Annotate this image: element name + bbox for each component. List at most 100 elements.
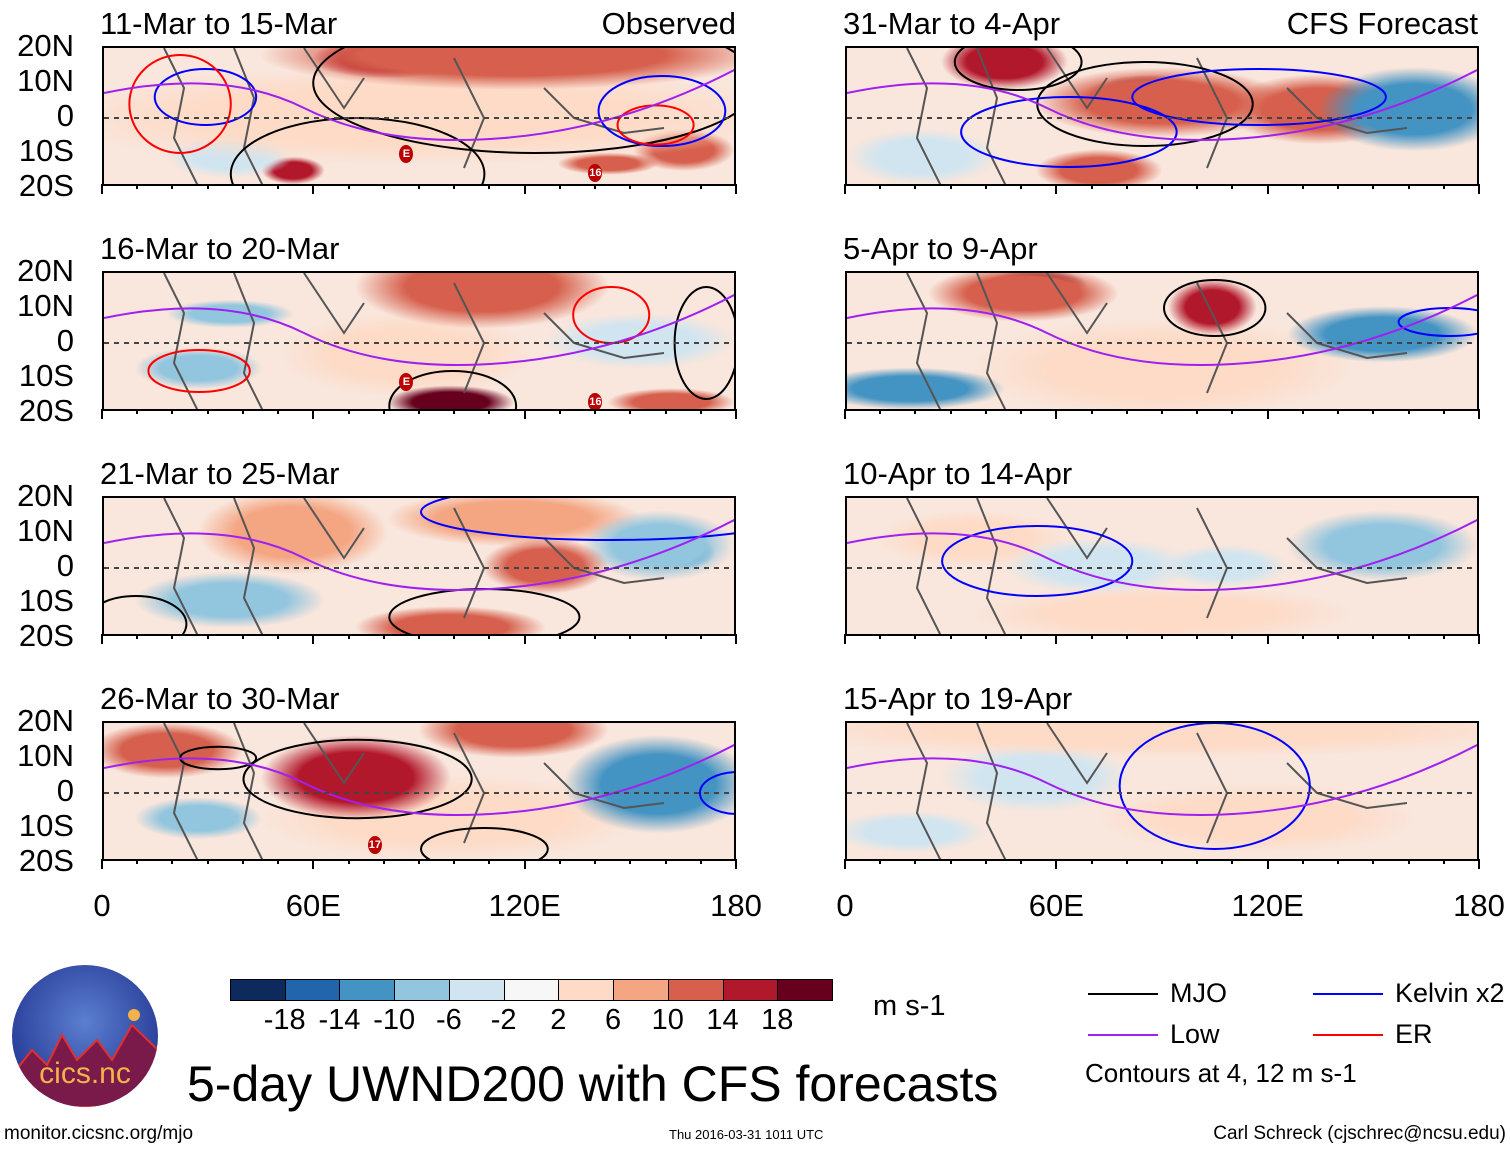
tick-mark bbox=[1231, 409, 1234, 414]
tick-mark bbox=[699, 634, 702, 639]
tick-mark bbox=[664, 859, 667, 864]
contour bbox=[1163, 279, 1267, 337]
tick-mark bbox=[453, 634, 456, 639]
coastline bbox=[163, 723, 665, 859]
storm-marker: 16 bbox=[588, 164, 603, 183]
tick-mark bbox=[241, 409, 244, 414]
colorbar-swatch bbox=[394, 979, 450, 1001]
panel-title: 10-Apr to 14-Apr bbox=[843, 456, 1073, 491]
tick-mark bbox=[1266, 409, 1269, 419]
contour-low bbox=[104, 68, 734, 141]
lat-tick-label: 20S bbox=[18, 618, 74, 653]
tick-mark bbox=[664, 409, 667, 414]
tick-mark bbox=[136, 634, 139, 639]
tick-mark bbox=[488, 859, 491, 864]
tick-mark bbox=[1090, 409, 1093, 414]
tick-mark bbox=[1337, 409, 1340, 414]
tick-mark bbox=[523, 634, 526, 644]
tick-mark bbox=[914, 634, 917, 639]
tick-mark bbox=[1337, 859, 1340, 864]
source-url[interactable]: monitor.cicsnc.org/mjo bbox=[4, 1123, 194, 1144]
column-label-right: CFS Forecast bbox=[1286, 6, 1478, 41]
tick-mark bbox=[1407, 409, 1410, 414]
colorbar-label: 6 bbox=[605, 1004, 622, 1036]
tick-mark bbox=[984, 634, 987, 639]
tick-mark bbox=[1301, 184, 1304, 189]
tick-mark bbox=[699, 859, 702, 864]
tick-mark bbox=[523, 184, 526, 194]
colorbar-swatch bbox=[503, 979, 560, 1001]
lat-tick-label: 20N bbox=[17, 703, 74, 738]
contour bbox=[388, 588, 581, 634]
tick-mark bbox=[382, 409, 385, 414]
tick-mark bbox=[629, 859, 632, 864]
tick-mark bbox=[1442, 634, 1445, 639]
tick-mark bbox=[844, 409, 846, 419]
tick-mark bbox=[312, 859, 315, 869]
coastline bbox=[906, 273, 1408, 409]
tick-mark bbox=[879, 634, 882, 639]
panel-title: 15-Apr to 19-Apr bbox=[843, 681, 1073, 716]
tick-mark bbox=[984, 184, 987, 189]
tick-mark bbox=[1301, 634, 1304, 639]
tick-mark bbox=[418, 409, 420, 414]
panel-title: 31-Mar to 4-Apr bbox=[843, 6, 1061, 41]
tick-mark bbox=[418, 184, 420, 189]
tick-mark bbox=[101, 634, 103, 644]
tick-mark bbox=[277, 859, 280, 864]
legend-label: Low bbox=[1170, 1019, 1220, 1049]
contour bbox=[960, 96, 1178, 168]
tick-mark bbox=[136, 859, 139, 864]
storm-marker: E bbox=[399, 145, 414, 164]
lon-tick-label: 120E bbox=[488, 888, 561, 923]
tick-mark bbox=[1090, 634, 1093, 639]
contour bbox=[616, 104, 695, 146]
legend-label: MJO bbox=[1170, 978, 1227, 1008]
tick-mark bbox=[101, 184, 103, 194]
legend-line bbox=[1088, 1034, 1158, 1036]
tick-mark bbox=[1020, 184, 1023, 189]
tick-mark bbox=[984, 859, 987, 864]
tick-mark bbox=[1090, 859, 1093, 864]
tick-mark bbox=[1266, 184, 1269, 194]
tick-mark bbox=[241, 634, 244, 639]
tick-mark bbox=[312, 184, 315, 194]
tick-mark bbox=[699, 184, 702, 189]
legend-label: ER bbox=[1395, 1019, 1433, 1049]
tick-mark bbox=[453, 184, 456, 189]
tick-mark bbox=[277, 409, 280, 414]
tick-mark bbox=[1478, 409, 1480, 419]
tick-mark bbox=[488, 634, 491, 639]
tick-mark bbox=[1196, 634, 1199, 639]
lon-tick-label: 180 bbox=[710, 888, 762, 923]
tick-mark bbox=[1125, 184, 1128, 189]
tick-mark bbox=[523, 859, 526, 869]
lat-tick-label: 20S bbox=[18, 843, 74, 878]
lat-tick-label: 10N bbox=[17, 513, 74, 548]
lat-tick-label: 20S bbox=[18, 393, 74, 428]
tick-mark bbox=[1020, 409, 1023, 414]
tick-mark bbox=[101, 409, 103, 419]
contour-low bbox=[104, 518, 734, 591]
colorbar-swatch bbox=[339, 979, 396, 1001]
tick-mark bbox=[206, 859, 209, 864]
contour bbox=[242, 738, 473, 820]
contour-low bbox=[847, 743, 1477, 816]
tick-mark bbox=[949, 634, 952, 639]
tick-mark bbox=[844, 634, 846, 644]
colorbar-swatch bbox=[448, 979, 505, 1001]
tick-mark bbox=[1407, 859, 1410, 864]
tick-mark bbox=[136, 409, 139, 414]
storm-marker: 17 bbox=[367, 836, 382, 855]
panel-title: 16-Mar to 20-Mar bbox=[100, 231, 340, 266]
tick-mark bbox=[1196, 184, 1199, 189]
contour-low bbox=[104, 293, 734, 366]
lon-tick-label: 60E bbox=[285, 888, 341, 923]
tick-mark bbox=[1196, 409, 1199, 414]
tick-mark bbox=[949, 409, 952, 414]
tick-mark bbox=[488, 409, 491, 414]
tick-mark bbox=[1231, 634, 1234, 639]
tick-mark bbox=[1125, 409, 1128, 414]
tick-mark bbox=[629, 184, 632, 189]
panel-title: 5-Apr to 9-Apr bbox=[843, 231, 1038, 266]
